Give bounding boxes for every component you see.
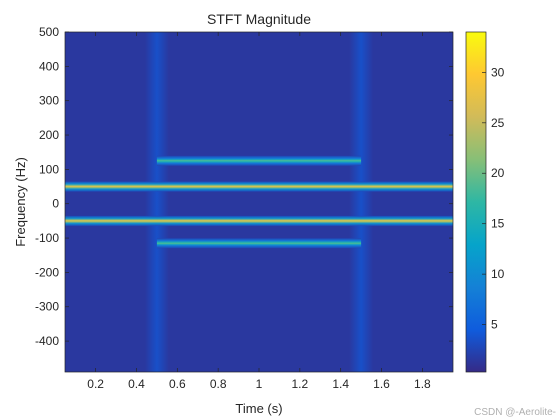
colorbar-tick-label: 5	[491, 318, 498, 332]
colorbar-tick-label: 30	[491, 65, 505, 79]
x-tick-label: 0.6	[169, 377, 186, 391]
colorbar-tick-label: 15	[491, 217, 505, 231]
colorbar-tick-label: 25	[491, 116, 505, 130]
plot-area	[64, 31, 454, 373]
x-tick-label: 0.4	[128, 377, 145, 391]
x-tick-label: 1.8	[414, 377, 431, 391]
x-tick-label: 0.8	[210, 377, 227, 391]
frequency-ridge	[156, 155, 362, 166]
x-tick-label: 0.2	[87, 377, 104, 391]
y-tick-label: 200	[39, 128, 59, 142]
y-tick-label: -100	[35, 231, 59, 245]
y-tick-label: 300	[39, 94, 59, 108]
x-tick-label: 1	[256, 377, 263, 391]
y-tick-label: -200	[35, 265, 59, 279]
colorbar-gradient	[465, 31, 487, 373]
y-tick-label: 0	[52, 197, 59, 211]
y-tick-label: 100	[39, 162, 59, 176]
colorbar-tick-label: 10	[491, 267, 505, 281]
transient-smear	[144, 32, 169, 372]
y-tick-label: -400	[35, 334, 59, 348]
x-axis: 0.2 0.4 0.6 0.8 1 1.2 1.4 1.6 1.8	[87, 32, 431, 391]
y-axis: -400 -300 -200 -100 0 100 200 300 400 500	[35, 25, 453, 348]
heatmap-background	[65, 32, 453, 372]
frequency-ridge	[156, 238, 362, 249]
frequency-ridge	[65, 215, 453, 226]
y-tick-label: -300	[35, 300, 59, 314]
x-tick-label: 1.6	[373, 377, 390, 391]
x-tick-label: 1.2	[291, 377, 308, 391]
colorbar-tick-label: 20	[491, 166, 505, 180]
chart-title: STFT Magnitude	[207, 11, 311, 27]
colorbar: 5 10 15 20 25 30	[465, 31, 505, 373]
watermark-text: CSDN @-Aerolite-	[474, 407, 556, 418]
transient-smear	[349, 32, 374, 372]
y-tick-label: 500	[39, 25, 59, 39]
x-axis-label: Time (s)	[235, 401, 282, 416]
x-tick-label: 1.4	[332, 377, 349, 391]
y-tick-label: 400	[39, 59, 59, 73]
frequency-ridge	[65, 181, 453, 192]
y-axis-label: Frequency (Hz)	[13, 157, 28, 247]
